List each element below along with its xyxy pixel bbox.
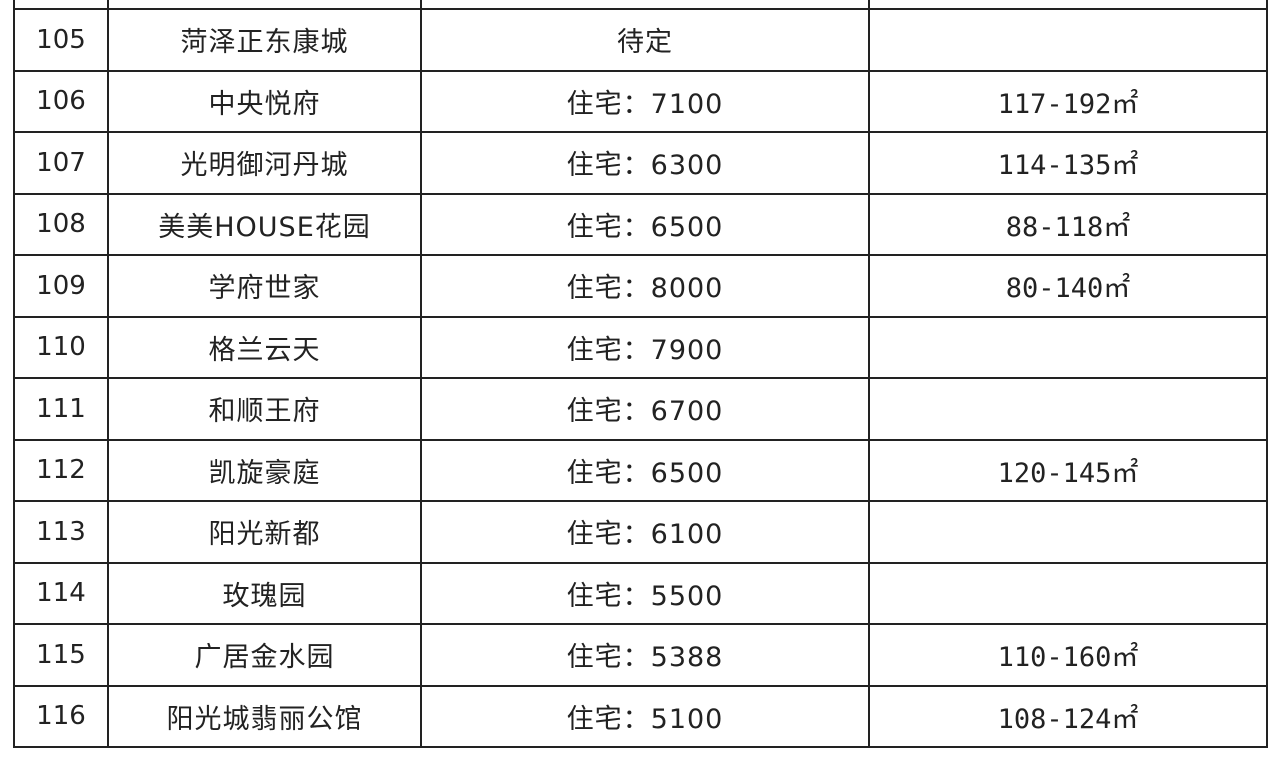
row-number: 115 [13, 623, 109, 687]
property-price-table: 105 菏泽正东康城 待定 106 中央悦府 住宅：7100 117-192㎡ 107 光明御河… [13, 8, 1268, 748]
table-row: 107 光明御河丹城 住宅：6300 114-135㎡ [13, 131, 1268, 195]
row-number: 111 [13, 377, 109, 441]
area-cell: 88-118㎡ [868, 192, 1268, 256]
area-cell [868, 315, 1268, 379]
price-cell: 待定 [420, 8, 870, 72]
project-name: 阳光新都 [107, 500, 422, 564]
row-number: 108 [13, 192, 109, 256]
project-name: 凯旋豪庭 [107, 438, 422, 502]
table-row: 109 学府世家 住宅：8000 80-140㎡ [13, 254, 1268, 318]
area-cell [868, 561, 1268, 625]
table-row: 111 和顺王府 住宅：6700 [13, 377, 1268, 441]
row-number: 109 [13, 254, 109, 318]
table-row: 113 阳光新都 住宅：6100 [13, 500, 1268, 564]
project-name: 和顺王府 [107, 377, 422, 441]
project-name: 阳光城翡丽公馆 [107, 684, 422, 748]
table-row: 110 格兰云天 住宅：7900 [13, 315, 1268, 379]
table-row: 112 凯旋豪庭 住宅：6500 120-145㎡ [13, 438, 1268, 502]
price-cell: 住宅：6500 [420, 192, 870, 256]
price-cell: 住宅：5500 [420, 561, 870, 625]
row-number: 113 [13, 500, 109, 564]
project-name: 美美HOUSE花园 [107, 192, 422, 256]
project-name: 中央悦府 [107, 69, 422, 133]
table-row: 116 阳光城翡丽公馆 住宅：5100 108-124㎡ [13, 684, 1268, 748]
area-cell: 117-192㎡ [868, 69, 1268, 133]
price-cell: 住宅：5388 [420, 623, 870, 687]
area-cell: 120-145㎡ [868, 438, 1268, 502]
project-name: 玫瑰园 [107, 561, 422, 625]
price-cell: 住宅：6500 [420, 438, 870, 502]
area-cell: 110-160㎡ [868, 623, 1268, 687]
table-row: 106 中央悦府 住宅：7100 117-192㎡ [13, 69, 1268, 133]
row-number: 106 [13, 69, 109, 133]
row-number: 114 [13, 561, 109, 625]
table-row: 114 玫瑰园 住宅：5500 [13, 561, 1268, 625]
price-cell: 住宅：8000 [420, 254, 870, 318]
area-cell: 108-124㎡ [868, 684, 1268, 748]
price-cell: 住宅：6300 [420, 131, 870, 195]
row-number: 116 [13, 684, 109, 748]
price-cell: 住宅：7100 [420, 69, 870, 133]
project-name: 广居金水园 [107, 623, 422, 687]
row-number: 110 [13, 315, 109, 379]
table-row: 105 菏泽正东康城 待定 [13, 8, 1268, 72]
price-cell: 住宅：6700 [420, 377, 870, 441]
price-cell: 住宅：7900 [420, 315, 870, 379]
table-row: 108 美美HOUSE花园 住宅：6500 88-118㎡ [13, 192, 1268, 256]
area-cell [868, 8, 1268, 72]
area-cell [868, 500, 1268, 564]
table-top-edge [13, 0, 1268, 8]
project-name: 光明御河丹城 [107, 131, 422, 195]
table-row: 115 广居金水园 住宅：5388 110-160㎡ [13, 623, 1268, 687]
area-cell: 114-135㎡ [868, 131, 1268, 195]
row-number: 112 [13, 438, 109, 502]
price-cell: 住宅：5100 [420, 684, 870, 748]
row-number: 107 [13, 131, 109, 195]
row-number: 105 [13, 8, 109, 72]
area-cell: 80-140㎡ [868, 254, 1268, 318]
project-name: 学府世家 [107, 254, 422, 318]
area-cell [868, 377, 1268, 441]
project-name: 菏泽正东康城 [107, 8, 422, 72]
project-name: 格兰云天 [107, 315, 422, 379]
price-cell: 住宅：6100 [420, 500, 870, 564]
